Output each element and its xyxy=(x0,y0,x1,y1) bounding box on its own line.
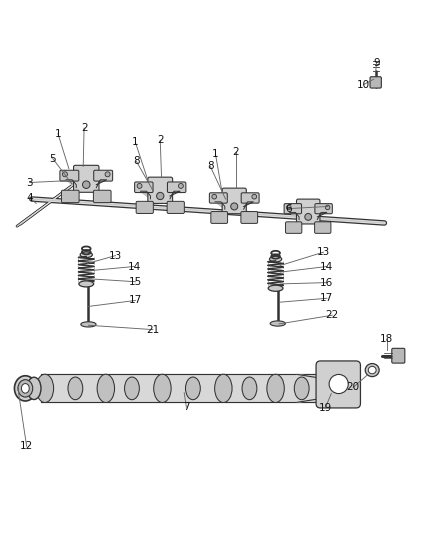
Circle shape xyxy=(252,195,257,199)
FancyBboxPatch shape xyxy=(297,199,320,224)
Ellipse shape xyxy=(215,374,232,402)
FancyBboxPatch shape xyxy=(286,222,302,233)
Circle shape xyxy=(329,375,348,393)
Text: 8: 8 xyxy=(133,156,140,166)
Circle shape xyxy=(325,205,330,209)
Text: 19: 19 xyxy=(318,403,332,413)
FancyBboxPatch shape xyxy=(222,188,246,214)
Text: 17: 17 xyxy=(320,293,334,303)
Ellipse shape xyxy=(268,285,283,292)
Ellipse shape xyxy=(14,376,36,401)
Ellipse shape xyxy=(154,374,171,402)
Ellipse shape xyxy=(124,377,139,400)
FancyBboxPatch shape xyxy=(167,201,184,213)
Text: 3: 3 xyxy=(26,177,33,188)
Text: 16: 16 xyxy=(320,278,334,288)
Polygon shape xyxy=(141,191,151,199)
FancyBboxPatch shape xyxy=(93,190,111,203)
Circle shape xyxy=(105,172,110,177)
Text: 2: 2 xyxy=(157,135,163,146)
Text: 6: 6 xyxy=(285,204,292,214)
FancyBboxPatch shape xyxy=(315,204,332,214)
Text: 15: 15 xyxy=(129,277,142,287)
Circle shape xyxy=(305,213,312,220)
FancyBboxPatch shape xyxy=(148,177,173,204)
Ellipse shape xyxy=(270,321,286,326)
FancyBboxPatch shape xyxy=(211,212,228,223)
Text: 10: 10 xyxy=(357,79,370,90)
Text: 14: 14 xyxy=(320,262,334,271)
FancyBboxPatch shape xyxy=(209,193,227,203)
Circle shape xyxy=(231,203,238,210)
Text: 4: 4 xyxy=(26,193,33,203)
Text: 17: 17 xyxy=(129,295,142,305)
FancyBboxPatch shape xyxy=(134,182,153,192)
Polygon shape xyxy=(290,213,299,220)
Text: 5: 5 xyxy=(49,154,56,164)
FancyBboxPatch shape xyxy=(392,349,405,363)
Text: 8: 8 xyxy=(207,161,214,172)
Ellipse shape xyxy=(36,374,53,402)
Ellipse shape xyxy=(79,281,94,287)
FancyBboxPatch shape xyxy=(241,212,258,223)
Text: 1: 1 xyxy=(132,138,139,148)
FancyBboxPatch shape xyxy=(241,193,259,203)
Circle shape xyxy=(63,172,67,177)
Circle shape xyxy=(82,181,90,189)
FancyBboxPatch shape xyxy=(284,204,301,214)
Ellipse shape xyxy=(269,256,282,262)
Text: 1: 1 xyxy=(55,129,61,139)
Circle shape xyxy=(212,195,216,199)
Ellipse shape xyxy=(267,374,284,402)
Text: 14: 14 xyxy=(127,262,141,271)
FancyBboxPatch shape xyxy=(60,170,79,181)
Ellipse shape xyxy=(80,252,92,257)
Text: 13: 13 xyxy=(317,247,330,257)
Text: 1: 1 xyxy=(212,149,219,159)
Ellipse shape xyxy=(294,377,309,400)
Ellipse shape xyxy=(18,379,33,397)
Polygon shape xyxy=(96,180,106,188)
Circle shape xyxy=(178,183,184,188)
Polygon shape xyxy=(318,213,327,220)
Text: 2: 2 xyxy=(81,123,88,133)
Ellipse shape xyxy=(185,377,200,400)
FancyBboxPatch shape xyxy=(61,190,79,203)
Ellipse shape xyxy=(242,377,257,400)
Ellipse shape xyxy=(365,364,379,377)
Text: 12: 12 xyxy=(20,441,33,451)
Text: 18: 18 xyxy=(380,334,393,344)
Ellipse shape xyxy=(368,366,376,374)
Ellipse shape xyxy=(97,374,115,402)
Text: 7: 7 xyxy=(183,402,190,412)
FancyBboxPatch shape xyxy=(370,77,381,88)
FancyBboxPatch shape xyxy=(316,361,360,408)
FancyBboxPatch shape xyxy=(74,165,99,192)
Circle shape xyxy=(157,192,164,200)
Circle shape xyxy=(286,205,291,209)
Ellipse shape xyxy=(27,377,41,400)
Text: 13: 13 xyxy=(109,251,122,261)
Ellipse shape xyxy=(81,322,96,327)
Polygon shape xyxy=(170,191,180,199)
Polygon shape xyxy=(244,202,253,209)
Text: 2: 2 xyxy=(232,148,239,157)
Polygon shape xyxy=(215,202,225,209)
Text: 20: 20 xyxy=(346,383,360,392)
FancyBboxPatch shape xyxy=(94,170,113,181)
Polygon shape xyxy=(66,180,76,188)
Text: 22: 22 xyxy=(325,310,339,320)
FancyBboxPatch shape xyxy=(167,182,186,192)
FancyBboxPatch shape xyxy=(314,222,331,233)
Text: 21: 21 xyxy=(146,325,159,335)
FancyBboxPatch shape xyxy=(136,201,153,213)
Ellipse shape xyxy=(21,384,29,393)
Polygon shape xyxy=(297,375,336,402)
Circle shape xyxy=(137,183,142,188)
Text: 9: 9 xyxy=(373,58,380,68)
Ellipse shape xyxy=(68,377,83,400)
